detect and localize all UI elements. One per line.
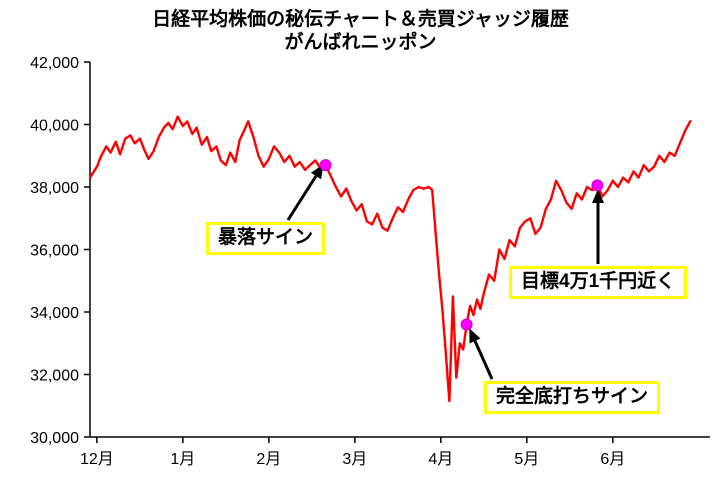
x-tick-label: 6月: [600, 451, 625, 468]
x-tick-label: 1月: [170, 451, 195, 468]
x-tick-label: 4月: [428, 451, 453, 468]
y-tick-label: 36,000: [30, 243, 79, 260]
annotation-box-target: 目標4万1千円近く: [509, 266, 688, 299]
chart-title: 日経平均株価の秘伝チャート＆売買ジャッジ履歴 がんばれニッポン: [0, 8, 721, 54]
chart-title-line1: 日経平均株価の秘伝チャート＆売買ジャッジ履歴: [152, 9, 569, 30]
annotation-arrow: [473, 340, 494, 380]
annotation-arrow: [286, 175, 318, 221]
y-tick-label: 34,000: [30, 305, 79, 322]
signal-marker: [591, 179, 604, 192]
x-tick-label: 3月: [342, 451, 367, 468]
signal-marker: [319, 159, 332, 172]
annotation-arrowhead: [469, 328, 481, 344]
x-tick-label: 12月: [80, 451, 114, 468]
y-tick-label: 38,000: [30, 180, 79, 197]
y-tick-label: 32,000: [30, 368, 79, 385]
y-tick-label: 30,000: [30, 430, 79, 447]
y-tick-label: 40,000: [30, 118, 79, 135]
annotation-box-crash-sign: 暴落サイン: [206, 222, 326, 255]
price-line: [88, 115, 692, 403]
y-tick-label: 42,000: [30, 55, 79, 72]
x-tick-label: 2月: [256, 451, 281, 468]
chart-title-line2: がんばれニッポン: [284, 32, 437, 53]
annotation-arrowhead: [592, 189, 604, 203]
x-tick-label: 5月: [514, 451, 539, 468]
annotation-box-bottom-sign: 完全底打ちサイン: [484, 381, 661, 414]
signal-marker: [460, 318, 473, 331]
